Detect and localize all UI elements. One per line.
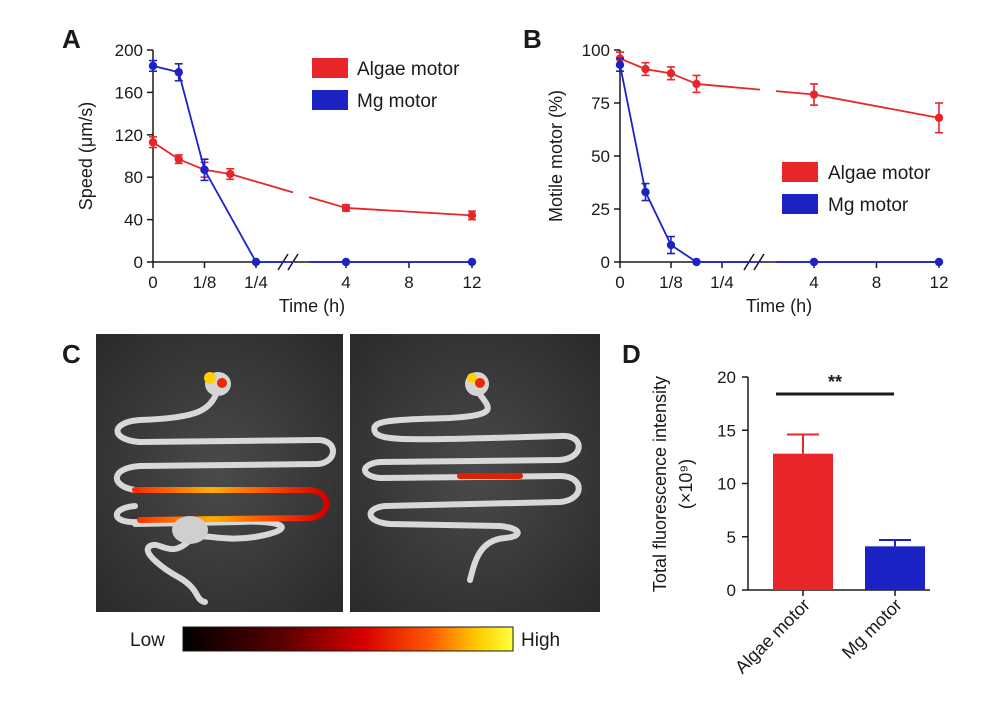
data-point [467, 211, 477, 220]
x-tick-label: 12 [463, 273, 482, 292]
data-point [615, 60, 625, 70]
legend-label-algae: Algae motor [828, 163, 931, 184]
x-tick-label: 12 [930, 273, 949, 292]
x-tick-label: 1/4 [710, 273, 734, 292]
data-point [934, 113, 944, 123]
x-tick-label: 8 [872, 273, 881, 292]
x-tick-label: 1/8 [659, 273, 683, 292]
series-line [619, 64, 697, 263]
x-tick-label: 0 [148, 273, 157, 292]
y-tick-label: 80 [124, 168, 143, 187]
panel-d-ylabel-units: (×10⁹) [676, 459, 696, 509]
series-line [775, 90, 815, 96]
y-tick-label: 10 [717, 475, 736, 494]
panel-d-chart: 0 5 10 15 20 Algae motor Mg motor Total fluor… [650, 368, 930, 677]
series-line [152, 65, 257, 263]
panel-d-ylabel: Total fluorescence intensity [650, 376, 670, 592]
panel-b-ylabel: Motile motor (%) [546, 90, 566, 222]
data-point [251, 257, 261, 267]
y-tick-label: 20 [717, 368, 736, 387]
data-point [200, 165, 209, 174]
data-point [174, 154, 183, 164]
data-point [148, 61, 158, 71]
bar [773, 453, 833, 590]
data-point [641, 187, 650, 197]
data-point [934, 257, 944, 267]
y-tick-label: 0 [727, 581, 736, 600]
series-line [696, 83, 761, 91]
panel-letter-c: C [62, 339, 81, 369]
data-point [341, 257, 351, 267]
panel-b-legend: Algae motor Mg motor [782, 162, 931, 216]
x-tick-label: 8 [404, 273, 413, 292]
series-line [813, 93, 940, 119]
panel-letter-a: A [62, 24, 81, 54]
data-point [226, 169, 235, 179]
series-line [152, 141, 231, 175]
data-point [341, 203, 351, 213]
panel-letter-b: B [523, 24, 542, 54]
gut-image-mg [350, 334, 600, 612]
colorbar-high-label: High [521, 630, 560, 651]
data-point [148, 138, 158, 147]
gut-image-algae [96, 334, 343, 612]
panel-a-xlabel: Time (h) [279, 296, 345, 316]
y-tick-label: 120 [115, 126, 143, 145]
bar [865, 546, 925, 590]
data-point [809, 90, 819, 99]
series-line [345, 207, 473, 217]
y-tick-label: 200 [115, 41, 143, 60]
series-line [308, 196, 347, 209]
y-tick-label: 100 [582, 41, 610, 60]
y-tick-label: 50 [591, 147, 610, 166]
colorbar: Low High [130, 626, 560, 652]
y-tick-label: 40 [124, 211, 143, 230]
x-tick-label: 4 [809, 273, 818, 292]
y-tick-label: 75 [591, 94, 610, 113]
data-point [467, 257, 477, 267]
y-tick-label: 0 [601, 253, 610, 272]
panel-c-images: Low High [96, 334, 600, 652]
legend-swatch-algae [312, 58, 348, 78]
y-tick-label: 160 [115, 83, 143, 102]
legend-swatch-algae [782, 162, 818, 182]
legend-label-algae: Algae motor [357, 59, 460, 80]
x-tick-label: Algae motor [731, 595, 814, 678]
colorbar-low-label: Low [130, 630, 165, 651]
legend-swatch-mg [782, 194, 818, 214]
x-tick-label: 4 [341, 273, 350, 292]
data-point [692, 257, 701, 267]
panel-a-legend: Algae motor Mg motor [312, 58, 460, 112]
panel-b-xlabel: Time (h) [746, 296, 812, 316]
y-tick-label: 0 [134, 253, 143, 272]
legend-label-mg: Mg motor [828, 195, 909, 216]
panel-letter-d: D [622, 339, 641, 369]
data-point [692, 79, 701, 89]
x-tick-label: Mg motor [838, 595, 906, 663]
series-line [619, 57, 697, 85]
series-line [229, 173, 294, 194]
data-point [174, 68, 183, 77]
x-tick-label: 1/8 [193, 273, 217, 292]
panel-a-ylabel: Speed (μm/s) [76, 102, 96, 210]
significance-label: ** [828, 372, 842, 392]
y-tick-label: 25 [591, 200, 610, 219]
legend-label-mg: Mg motor [357, 91, 438, 112]
data-point [666, 69, 676, 78]
x-tick-label: 0 [615, 273, 624, 292]
y-tick-label: 5 [727, 528, 736, 547]
legend-swatch-mg [312, 90, 348, 110]
data-point [809, 257, 819, 267]
data-point [641, 64, 650, 74]
y-tick-label: 15 [717, 421, 736, 440]
x-tick-label: 1/4 [244, 273, 268, 292]
data-point [666, 240, 676, 250]
